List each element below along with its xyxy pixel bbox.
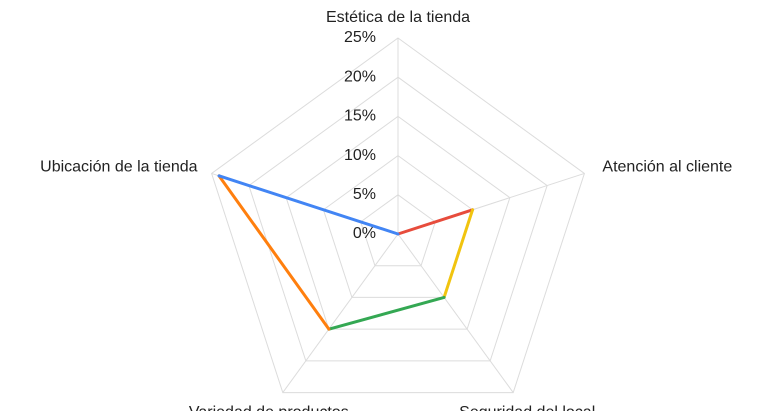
axis-label: Variedad de productos <box>189 404 349 411</box>
axis-label: Ubicación de la tienda <box>40 159 198 176</box>
grid-ring <box>360 194 436 267</box>
data-segment <box>217 174 400 236</box>
r-tick-label: 15% <box>344 108 376 125</box>
grid-ring <box>211 37 585 394</box>
r-tick-label: 25% <box>344 29 376 46</box>
grid-ring <box>322 154 474 298</box>
data-segment <box>327 295 446 331</box>
data-segment <box>217 174 331 331</box>
r-tick-label: 10% <box>344 147 376 164</box>
axis-label: Atención al cliente <box>602 159 732 176</box>
spoke <box>397 233 514 393</box>
data-segment <box>396 208 475 236</box>
r-tick-label: 5% <box>353 186 376 203</box>
spoke <box>282 233 399 393</box>
data-segment <box>442 208 475 299</box>
axis-label: Estética de la tienda <box>326 9 470 26</box>
r-tick-label: 20% <box>344 68 376 85</box>
r-tick-label: 0% <box>353 225 376 242</box>
grid-ring <box>248 76 548 362</box>
axis-label: Seguridad del local <box>459 404 595 411</box>
grid-ring <box>285 115 511 330</box>
